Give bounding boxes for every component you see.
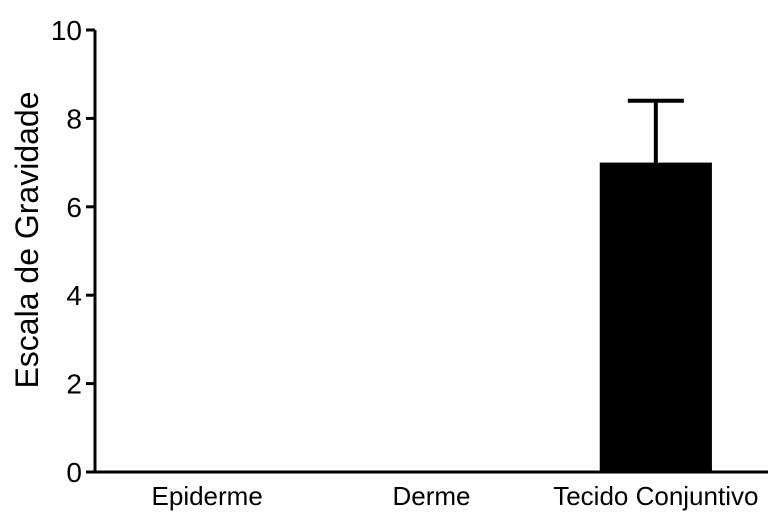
- error-bars: [627, 98, 684, 163]
- y-tick-label: 10: [51, 15, 82, 46]
- y-axis-title: Escala de Gravidade: [9, 91, 45, 388]
- y-axis-ticks: 0 2 4 6 8 10: [51, 15, 95, 488]
- x-category-label: Epiderme: [152, 481, 263, 511]
- y-tick-label: 0: [66, 457, 82, 488]
- y-tick-label: 6: [66, 192, 82, 223]
- y-tick-label: 8: [66, 103, 82, 134]
- bar: [599, 162, 712, 472]
- y-tick-label: 2: [66, 369, 82, 400]
- bars: [599, 162, 712, 472]
- x-axis-labels: Epiderme Derme Tecido Conjuntivo: [152, 481, 759, 511]
- x-category-label: Derme: [392, 481, 470, 511]
- y-tick-label: 4: [66, 280, 82, 311]
- x-category-label: Tecido Conjuntivo: [553, 481, 758, 511]
